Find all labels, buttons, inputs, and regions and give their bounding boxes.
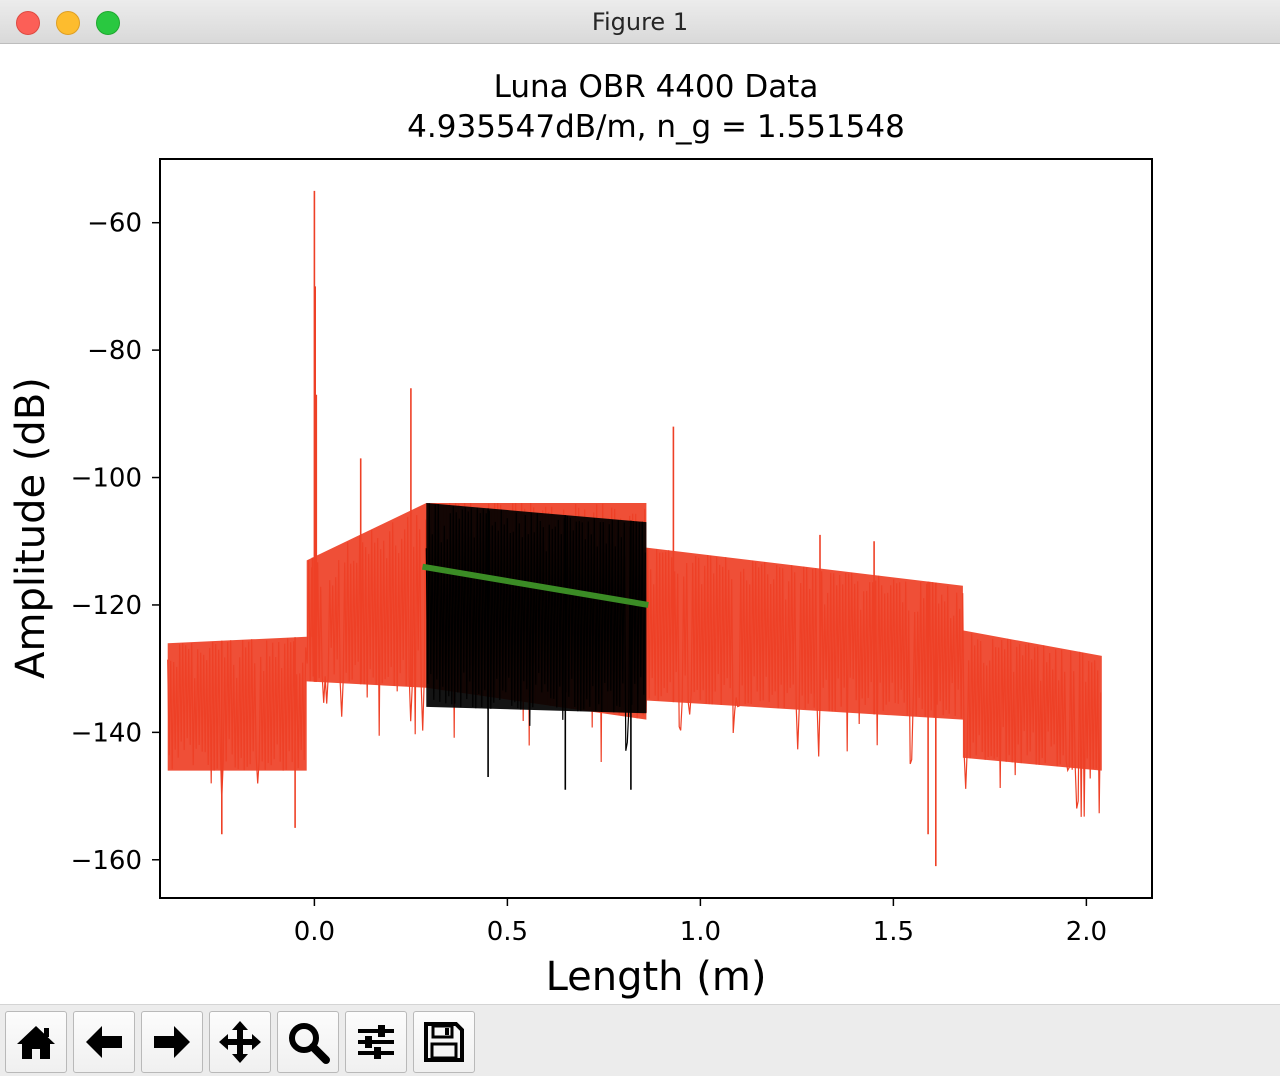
back-button[interactable]: [73, 1011, 135, 1073]
x-tick-label: 1.0: [680, 917, 721, 947]
move-icon: [219, 1021, 261, 1063]
axes-frame: [159, 158, 1153, 899]
y-tick-label: −80: [87, 336, 142, 366]
minimize-window-button[interactable]: [56, 11, 80, 35]
y-tick-label: −120: [71, 591, 142, 621]
floppy-disk-icon: [424, 1022, 464, 1062]
zoom-button[interactable]: [277, 1011, 339, 1073]
maximize-window-button[interactable]: [96, 11, 120, 35]
fit_region-trace: [425, 503, 647, 790]
x-axis-label: Length (m): [546, 954, 767, 1000]
chart-subtitle: 4.935547dB/m, n_g = 1.551548: [407, 109, 905, 145]
figure-canvas: Luna OBR 4400 Data 4.935547dB/m, n_g = 1…: [0, 44, 1280, 1004]
y-tick-label: −160: [71, 846, 142, 876]
home-icon: [17, 1026, 55, 1059]
forward-button[interactable]: [141, 1011, 203, 1073]
window-titlebar: Figure 1: [0, 0, 1280, 44]
save-button[interactable]: [413, 1011, 475, 1073]
plot-traces: [167, 190, 1102, 867]
x-tick-label: 0.5: [487, 917, 528, 947]
chart-title: Luna OBR 4400 Data: [494, 69, 819, 105]
x-tick-label: 1.5: [873, 917, 914, 947]
configure-subplots-button[interactable]: [345, 1011, 407, 1073]
sliders-icon: [358, 1025, 394, 1059]
y-axis-label: Amplitude (dB): [8, 377, 54, 679]
arrow-right-icon: [154, 1026, 190, 1058]
navigation-toolbar: [0, 1004, 1280, 1076]
home-button[interactable]: [5, 1011, 67, 1073]
arrow-left-icon: [86, 1026, 122, 1058]
pan-button[interactable]: [209, 1011, 271, 1073]
close-window-button[interactable]: [16, 11, 40, 35]
y-axis: −60 −80 −100 −120 −140 −160: [71, 209, 160, 876]
window-title: Figure 1: [591, 8, 689, 36]
magnifier-icon: [289, 1023, 330, 1064]
x-axis: 0.0 0.5 1.0 1.5 2.0: [294, 898, 1107, 947]
y-tick-label: −140: [71, 718, 142, 748]
x-tick-label: 0.0: [294, 917, 335, 947]
x-tick-label: 2.0: [1066, 917, 1107, 947]
y-tick-label: −100: [71, 464, 142, 494]
fit-line: [421, 563, 649, 608]
fit_region-envelope: [426, 503, 647, 714]
y-tick-label: −60: [87, 209, 142, 239]
